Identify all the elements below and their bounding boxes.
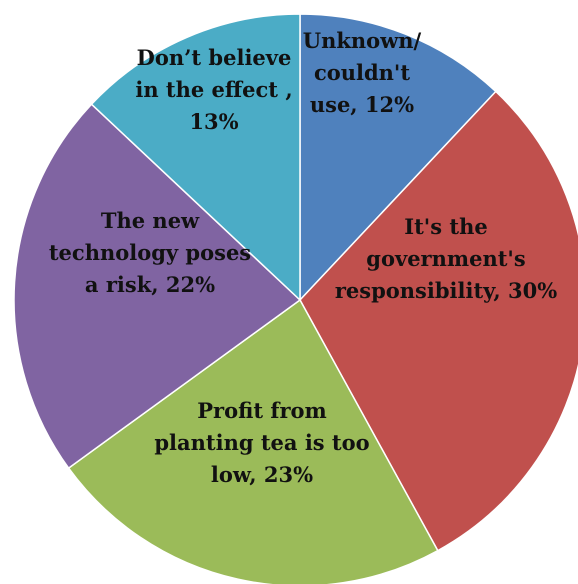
slice-label-line: planting tea is too [154,430,369,455]
slice-label-line: It's the [404,214,487,239]
pie-slice-3 [67,298,439,584]
slice-label-line: technology poses [49,240,251,265]
pie-slice-5 [90,13,301,302]
slice-label-line: Don’t believe [137,45,292,70]
slice-label-line: couldn't [314,60,410,85]
slice-label-2: It's the government's responsibility, 30% [335,214,557,303]
slice-label-line: 13% [189,109,238,134]
pie-slice-2 [299,90,578,552]
slice-label-line: a risk, 22% [85,272,215,297]
slice-label-line: responsibility, 30% [335,278,557,303]
pie-slice-4 [13,103,302,470]
slices-layer [13,13,578,584]
slice-label-line: low, 23% [211,462,313,487]
slice-label-5: Don’t believe in the effect , 13% [135,45,292,134]
slice-label-1: Unknown/couldn't use, 12% [303,28,422,117]
slice-label-3: Profit from planting tea is too low, 23% [154,398,369,487]
slice-label-line: government's [366,246,525,271]
pie-slice-1 [299,13,497,302]
slice-label-line: Unknown/ [303,28,422,53]
slice-label-line: in the effect , [135,77,292,102]
slice-label-line: use, 12% [310,92,414,117]
slice-label-line: Profit from [197,398,326,423]
slice-label-4: The new technology poses a risk, 22% [49,208,251,297]
slice-label-line: The new [101,208,200,233]
labels-layer: Unknown/couldn't use, 12% It's the governme… [49,28,557,487]
